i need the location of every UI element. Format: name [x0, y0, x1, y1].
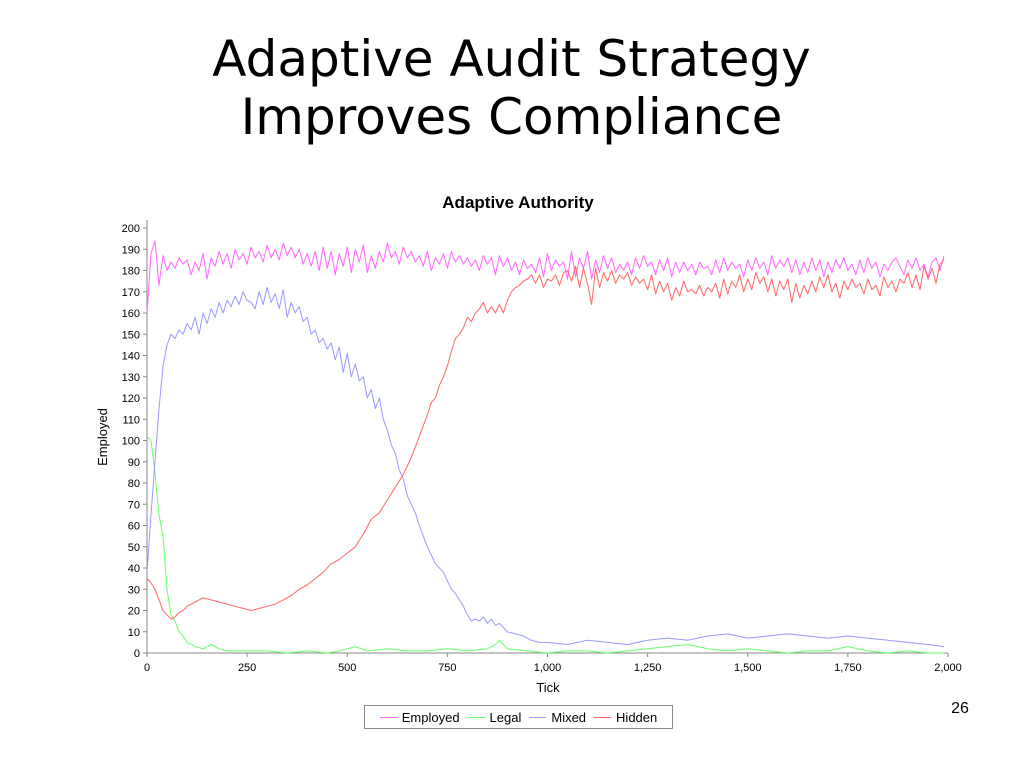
- slide-title-line-2: Improves Compliance: [240, 88, 783, 146]
- x-tick-label: 1,000: [534, 662, 562, 674]
- legend-item-legal: Legal: [467, 709, 522, 725]
- y-tick-label: 120: [122, 393, 140, 405]
- series-line-hidden: [146, 259, 945, 620]
- x-tick-label: 750: [438, 662, 456, 674]
- slide-title-line-1: Adaptive Audit Strategy: [212, 30, 811, 88]
- legend-item-hidden: Hidden: [594, 710, 657, 725]
- x-tick-label: 250: [238, 662, 256, 674]
- line-chart: Adaptive Authority Employed Tick 0 10 20 30…: [95, 193, 962, 695]
- legend-label: Legal: [489, 709, 522, 725]
- y-tick-label: 100: [122, 436, 140, 448]
- y-tick-label: 170: [122, 287, 140, 299]
- series-line-employed: [146, 240, 945, 314]
- x-axis-label: Tick: [536, 680, 560, 695]
- y-tick-label: 90: [128, 457, 140, 469]
- series-line-legal: [146, 435, 944, 654]
- x-tick-label: 1,500: [734, 662, 762, 674]
- x-tick-label: 0: [144, 662, 150, 674]
- y-tick-label: 150: [122, 329, 140, 341]
- y-tick-label: 0: [134, 648, 140, 660]
- page-number: 26: [951, 700, 969, 717]
- y-tick-label: 60: [128, 521, 140, 533]
- x-tick-label: 2,000: [934, 662, 962, 674]
- y-tick-label: 140: [122, 351, 140, 363]
- y-tick-label: 70: [128, 499, 140, 511]
- chart-title: Adaptive Authority: [442, 193, 594, 212]
- legend-item-employed: Employed: [379, 709, 460, 725]
- legend-swatch: [467, 716, 485, 718]
- y-tick-label: 50: [128, 542, 140, 554]
- legend-label: Mixed: [551, 709, 587, 725]
- y-tick-label: 160: [122, 308, 140, 320]
- y-tick-label: 180: [122, 266, 140, 278]
- y-tick-label: 110: [122, 414, 140, 426]
- legend-label: Employed: [401, 709, 460, 725]
- legend-swatch: [529, 716, 547, 718]
- legend-swatch: [379, 716, 397, 718]
- y-tick-label: 80: [128, 478, 140, 490]
- y-axis-label: Employed: [95, 408, 110, 466]
- x-tick-label: 500: [338, 662, 356, 674]
- legend-swatch: [594, 716, 612, 718]
- chart-legend: Employed Legal Mixed Hidden: [364, 705, 673, 729]
- y-tick-label: 200: [122, 223, 140, 235]
- x-tick-label: 1,750: [834, 662, 862, 674]
- x-tick-label: 1,250: [634, 662, 662, 674]
- y-tick-label: 190: [122, 244, 140, 256]
- y-tick-label: 40: [128, 563, 140, 575]
- y-tick-label: 130: [122, 372, 140, 384]
- series-line-mixed: [146, 287, 945, 648]
- y-tick-label: 10: [128, 627, 140, 639]
- slide-title: Adaptive Audit Strategy Improves Complia…: [0, 30, 1023, 146]
- chart-axes: 0 10 20 30 40 50 60 70 80 90 100 110 120 130 140 150 160…: [122, 220, 962, 674]
- y-tick-label: 20: [128, 606, 140, 618]
- chart-series: [146, 240, 945, 654]
- y-tick-label: 30: [128, 584, 140, 596]
- legend-item-mixed: Mixed: [529, 710, 586, 725]
- legend-label: Hidden: [616, 709, 658, 725]
